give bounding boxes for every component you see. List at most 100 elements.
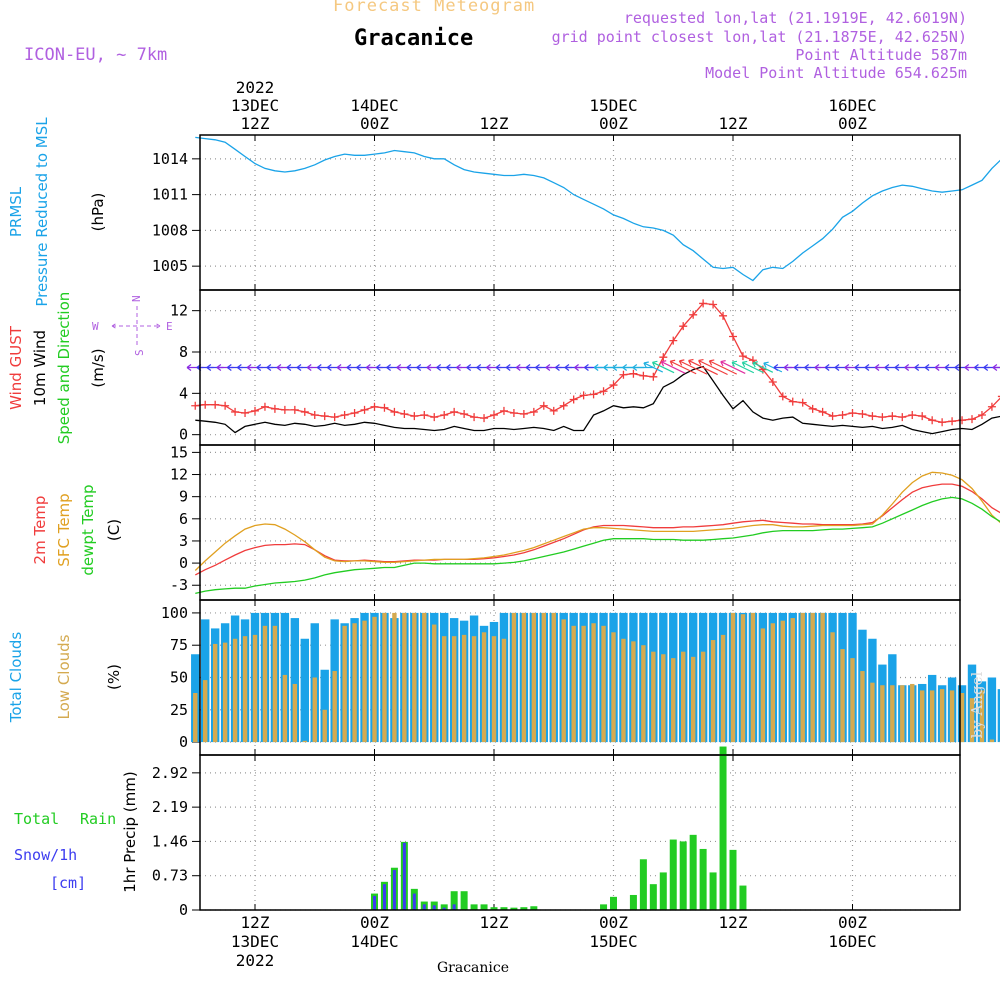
label-hpa: (hPa) xyxy=(89,193,107,232)
low-cloud-bar xyxy=(989,739,995,743)
low-cloud-bar xyxy=(690,656,696,743)
y-tick-label: 25 xyxy=(170,701,188,719)
low-cloud-bar xyxy=(850,658,855,743)
top-axis-label: 12Z xyxy=(480,114,509,133)
low-cloud-bar xyxy=(212,643,218,743)
top-axis-label: 00Z xyxy=(599,114,628,133)
gust-marker xyxy=(420,411,429,420)
label-total-clouds: Total Clouds xyxy=(7,632,25,724)
top-axis-label: 13DEC xyxy=(231,96,279,115)
watermark: by Angel xyxy=(968,671,986,738)
gust-marker xyxy=(848,408,857,417)
gust-marker xyxy=(818,407,827,416)
rain-bar xyxy=(719,746,727,910)
gust-marker xyxy=(599,387,608,396)
low-cloud-bar xyxy=(880,685,885,743)
wind-arrow xyxy=(678,359,708,375)
gust-marker xyxy=(709,300,718,309)
gust-marker xyxy=(878,413,887,422)
bottom-axis-label: 00Z xyxy=(360,913,389,932)
snow-bar xyxy=(382,884,386,910)
label-2m-temp: 2m Temp xyxy=(31,496,49,565)
low-cloud-bar xyxy=(451,636,457,743)
bottom-axis-label: 12Z xyxy=(241,913,270,932)
top-axis-label: 12Z xyxy=(719,114,748,133)
low-cloud-bar xyxy=(412,612,417,743)
low-cloud-bar xyxy=(621,638,626,743)
low-cloud-bar xyxy=(939,689,945,743)
bottom-axis-label: 00Z xyxy=(599,913,628,932)
low-cloud-bar xyxy=(203,680,208,743)
total-cloud-bar xyxy=(290,618,300,743)
y-tick-label: 6 xyxy=(179,510,188,528)
rain-bar xyxy=(500,907,508,910)
pressure-line xyxy=(195,136,1000,282)
panel-temperature: -3 0 3 6 9 12 15 xyxy=(170,443,1000,601)
panel-precip: 0 0.73 1.46 2.19 2.92 xyxy=(152,746,961,919)
y-tick-label: 1011 xyxy=(152,186,188,204)
gust-marker xyxy=(330,413,339,422)
gust-marker xyxy=(549,406,558,415)
y-tick-label: 8 xyxy=(179,343,188,361)
wind-arrow xyxy=(752,361,774,373)
rain-bar xyxy=(530,906,538,910)
requested-coords: requested lon,lat (21.1919E, 42.6019N) xyxy=(623,9,967,27)
low-cloud-bar xyxy=(929,690,935,743)
gust-marker xyxy=(679,322,688,331)
label-low-clouds: Low Clouds xyxy=(55,634,73,719)
wind-arrow xyxy=(643,361,664,373)
gust-marker xyxy=(509,408,518,417)
gust-marker xyxy=(987,402,996,411)
wind-arrow xyxy=(992,364,1000,371)
wind-arrow xyxy=(708,359,737,375)
low-cloud-bar xyxy=(481,632,487,743)
panel-border xyxy=(199,444,961,601)
low-cloud-bar xyxy=(860,671,865,743)
y-tick-label: 100 xyxy=(161,604,188,622)
snow-bar xyxy=(422,904,426,910)
low-cloud-bar xyxy=(790,618,795,743)
top-axis-label: 15DEC xyxy=(589,96,637,115)
low-cloud-bar xyxy=(870,682,875,743)
label-percent: (%) xyxy=(105,664,123,690)
location-title: Gracanice xyxy=(354,26,474,51)
wind-arrow xyxy=(669,359,697,375)
low-cloud-bar xyxy=(352,623,357,743)
model-name: ICON-EU, ~ 7km xyxy=(24,45,168,65)
y-tick-label: 50 xyxy=(170,669,188,687)
y-tick-label: -3 xyxy=(170,576,188,594)
low-cloud-bar xyxy=(681,651,686,743)
snow-bar xyxy=(402,842,406,910)
low-cloud-bar xyxy=(611,632,616,743)
wind-arrow xyxy=(688,358,718,376)
gust-marker xyxy=(221,401,230,410)
gust-marker xyxy=(928,416,937,425)
gust-marker xyxy=(788,397,797,406)
y-tick-label: 1008 xyxy=(152,221,188,239)
compass-s: S xyxy=(133,349,146,356)
gust-marker xyxy=(908,411,917,420)
low-cloud-bar xyxy=(561,619,566,743)
gust-marker xyxy=(589,390,598,399)
gust-marker xyxy=(270,404,279,413)
rain-bar xyxy=(679,841,687,910)
label-cm: [cm] xyxy=(50,874,86,892)
wind-arrow xyxy=(763,361,783,373)
rain-bar xyxy=(600,904,608,910)
wind-arrow xyxy=(632,364,654,371)
bottom-axis-label: 12Z xyxy=(480,913,509,932)
gust-marker xyxy=(499,406,508,415)
wind-arrow xyxy=(720,360,746,374)
gust-marker xyxy=(539,401,548,410)
y-tick-label: 15 xyxy=(170,443,188,461)
top-axis-label: 00Z xyxy=(838,114,867,133)
low-cloud-bar xyxy=(571,625,576,743)
gust-marker xyxy=(400,410,409,418)
rain-bar xyxy=(709,872,717,910)
total-cloud-bar xyxy=(320,669,329,743)
low-cloud-bar xyxy=(591,623,596,743)
y-tick-label: 12 xyxy=(170,466,188,484)
label-pressure-msl: Pressure Reduced to MSL xyxy=(33,117,51,307)
gust-marker xyxy=(350,408,359,417)
snow-bar xyxy=(452,904,456,910)
